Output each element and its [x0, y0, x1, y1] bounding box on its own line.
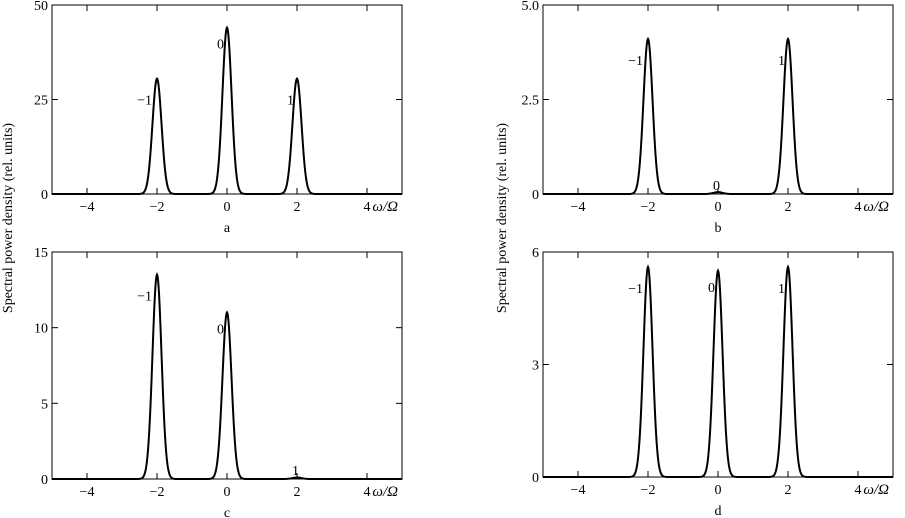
x-axis-label: ω/Ω	[372, 484, 398, 500]
spectrum-peak-point	[296, 77, 298, 80]
x-tick-label: −2	[150, 200, 165, 215]
x-tick-label: 0	[224, 200, 231, 215]
spectrum-peak-point	[226, 26, 228, 29]
panel-label: b	[715, 221, 722, 236]
peak-label: 1	[287, 94, 294, 109]
panel-label: a	[224, 221, 231, 236]
peak-label: 0	[713, 179, 720, 194]
x-axis-label: ω/Ω	[372, 199, 398, 215]
y-axis-label-left: Spectral power density (rel. units)	[1, 123, 16, 313]
spectrum-peak-point	[717, 191, 719, 194]
peak-label: 0	[708, 281, 715, 296]
spectrum-peak-point	[647, 38, 649, 41]
peak-label: −1	[137, 94, 152, 109]
peak-label: 0	[217, 38, 224, 53]
plot-frame	[542, 251, 894, 478]
y-tick-label: 15	[34, 246, 48, 261]
x-tick-label: −4	[571, 200, 586, 215]
peak-label: 0	[217, 323, 224, 338]
x-axis-label: ω/Ω	[863, 199, 889, 215]
y-tick-label: 25	[34, 94, 48, 109]
panel-label: c	[224, 506, 230, 518]
spectrum-peak-point	[787, 38, 789, 41]
peak-label: 1	[778, 54, 785, 69]
y-tick-label: 10	[34, 322, 48, 337]
y-axis-label-right: Spectral power density (rel. units)	[495, 123, 510, 313]
y-tick-label: 5.0	[522, 0, 540, 14]
x-tick-label: 2	[785, 483, 792, 498]
spectrum-line	[543, 36, 893, 195]
panel-d: −4 −2 0 2 4 0 3 6 ω/Ω d −1 0 1	[532, 246, 894, 518]
x-tick-label: 0	[715, 200, 722, 215]
x-tick-label: 0	[224, 485, 231, 500]
y-tick-label: 3	[532, 359, 539, 374]
y-tick-label: 0	[41, 473, 48, 488]
spectrum-peak-point	[296, 476, 298, 479]
peak-label: −1	[628, 54, 643, 69]
y-tick-label: 0	[532, 188, 539, 203]
x-tick-label: 0	[715, 483, 722, 498]
x-tick-label: −2	[641, 483, 656, 498]
x-tick-label: −2	[641, 200, 656, 215]
x-tick-label: −4	[80, 200, 95, 215]
y-tick-label: 2.5	[522, 94, 540, 109]
spectrum-peak-point	[717, 269, 719, 272]
x-tick-label: 4	[855, 483, 862, 498]
spectrum-peak-point	[787, 266, 789, 268]
panel-b: −4 −2 0 2 4 0 2.5 5.0 ω/Ω b −1 0 1	[522, 0, 894, 236]
x-tick-label: 2	[294, 200, 301, 215]
x-tick-label: −2	[150, 485, 165, 500]
spectrum-peak-point	[226, 311, 228, 314]
y-tick-label: 0	[41, 188, 48, 203]
peak-label: −1	[628, 282, 643, 297]
x-tick-label: −4	[571, 483, 586, 498]
x-tick-label: 2	[785, 200, 792, 215]
plot-frame	[51, 4, 403, 195]
x-tick-label: 2	[294, 485, 301, 500]
plot-frame	[542, 4, 894, 195]
spectrum-peak-point	[156, 77, 158, 80]
y-tick-label: 6	[532, 246, 539, 261]
peak-label: −1	[137, 290, 152, 305]
panel-c: −4 −2 0 2 4 0 5 10 15 ω/Ω c −1 0 1	[34, 246, 403, 518]
panel-label: d	[715, 504, 722, 518]
plot-frame	[51, 251, 403, 480]
x-tick-label: 4	[855, 200, 862, 215]
x-axis-label: ω/Ω	[863, 482, 889, 498]
panel-a: −4 −2 0 2 4 0 25 50 ω/Ω a −1 0 1	[34, 0, 403, 236]
y-tick-label: 0	[532, 471, 539, 486]
x-tick-label: 4	[364, 485, 371, 500]
spectrum-peak-point	[156, 273, 158, 276]
y-tick-label: 50	[34, 0, 48, 14]
spectrum-line	[52, 25, 402, 195]
spectrum-peak-point	[647, 266, 649, 268]
x-tick-label: −4	[80, 485, 95, 500]
peak-label: 1	[778, 282, 785, 297]
spectrum-line	[543, 264, 893, 478]
x-tick-label: 4	[364, 200, 371, 215]
y-tick-label: 5	[41, 397, 48, 412]
peak-label: 1	[292, 464, 299, 479]
spectrum-line	[52, 272, 402, 480]
